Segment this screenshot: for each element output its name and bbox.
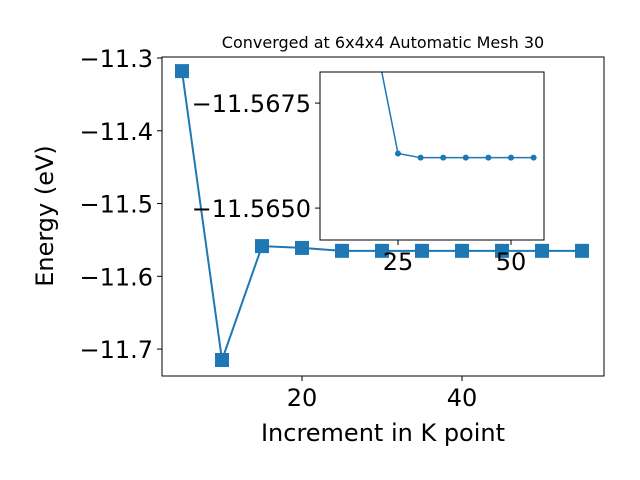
x-tick-label: 25 <box>383 248 414 276</box>
y-tick-label: −11.3 <box>79 45 153 73</box>
marker <box>415 243 429 258</box>
y-tick-label: −11.5650 <box>192 195 311 223</box>
marker <box>395 150 402 157</box>
marker <box>485 154 492 161</box>
plot-content <box>175 64 589 367</box>
marker <box>455 243 469 258</box>
y-tick-label: −11.5 <box>79 191 153 219</box>
marker <box>530 154 537 161</box>
marker <box>255 239 269 254</box>
x-tick-label: 20 <box>287 384 318 412</box>
y-tick-label: −11.6 <box>79 263 153 291</box>
x-tick-label: 40 <box>447 384 478 412</box>
marker <box>417 154 424 161</box>
axes-frame <box>161 56 605 377</box>
marker <box>215 352 229 367</box>
axes-frame <box>319 71 545 241</box>
y-tick-label: −11.5675 <box>192 90 311 118</box>
chart-title: Converged at 6x4x4 Automatic Mesh 30 <box>222 33 544 52</box>
marker <box>375 243 389 258</box>
plot-area <box>320 72 544 240</box>
y-tick-label: −11.4 <box>79 118 153 146</box>
marker <box>335 243 349 258</box>
marker <box>495 243 509 258</box>
marker <box>535 243 549 258</box>
marker <box>175 64 189 79</box>
x-axis-label: Increment in K point <box>261 419 505 447</box>
marker <box>462 154 469 161</box>
x-tick-label: 50 <box>496 248 527 276</box>
y-tick-label: −11.7 <box>79 336 153 364</box>
marker <box>295 240 309 255</box>
marker <box>440 154 447 161</box>
y-axis-label: Energy (eV) <box>31 145 59 287</box>
marker <box>575 243 589 258</box>
marker <box>508 154 515 161</box>
plot-content <box>381 72 537 161</box>
series-line <box>381 72 534 159</box>
